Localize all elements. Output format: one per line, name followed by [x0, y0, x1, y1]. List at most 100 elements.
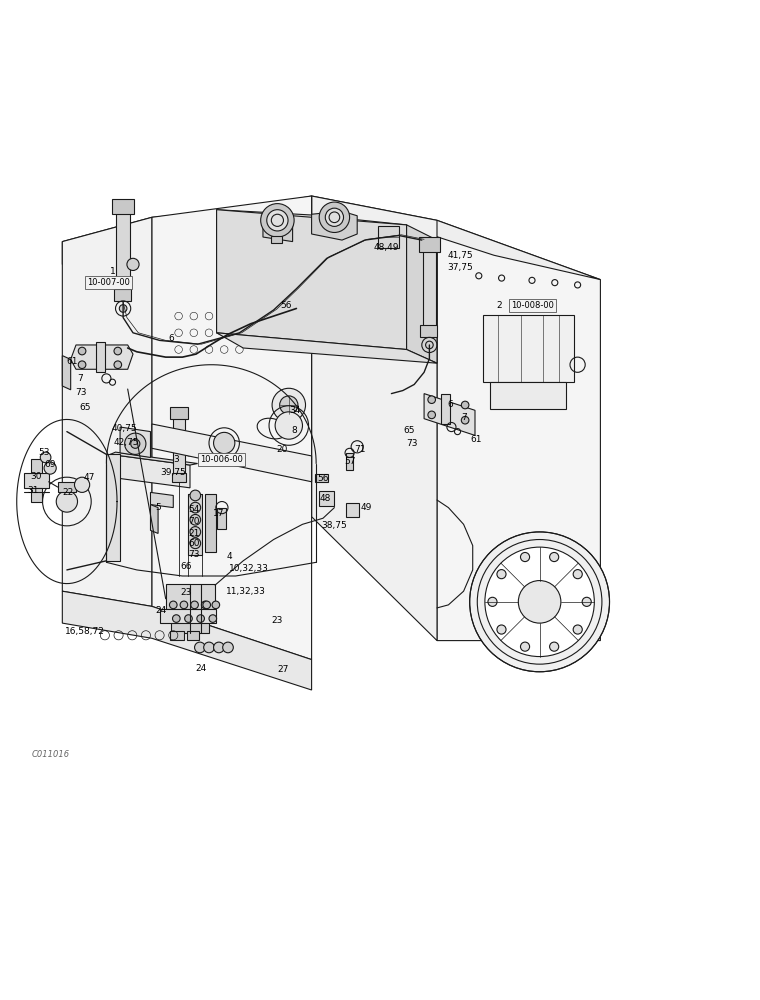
Circle shape — [426, 341, 433, 349]
Text: 7: 7 — [461, 413, 467, 422]
Circle shape — [214, 432, 235, 454]
Bar — [167, 609, 213, 622]
Polygon shape — [437, 220, 600, 641]
Text: 73: 73 — [406, 439, 418, 448]
Circle shape — [497, 570, 506, 579]
Text: 23: 23 — [181, 588, 192, 597]
Circle shape — [428, 411, 435, 419]
Polygon shape — [110, 452, 198, 465]
Circle shape — [485, 547, 594, 657]
Text: 37,75: 37,75 — [448, 263, 473, 272]
Text: 66: 66 — [180, 562, 192, 571]
Text: 27: 27 — [278, 665, 289, 674]
Circle shape — [488, 597, 497, 606]
Bar — [31, 459, 42, 473]
Bar — [420, 325, 437, 337]
Text: 20: 20 — [277, 445, 287, 454]
Circle shape — [214, 642, 224, 653]
Polygon shape — [62, 591, 312, 690]
Polygon shape — [312, 196, 600, 280]
Bar — [166, 584, 215, 611]
Text: 42,75: 42,75 — [113, 438, 139, 447]
Text: 4: 4 — [226, 552, 233, 561]
Circle shape — [277, 451, 288, 461]
Circle shape — [185, 615, 192, 622]
Polygon shape — [312, 196, 437, 641]
Text: 65: 65 — [79, 403, 91, 412]
Polygon shape — [217, 210, 407, 350]
Circle shape — [203, 601, 211, 609]
Polygon shape — [62, 356, 71, 390]
Text: 73: 73 — [75, 388, 87, 397]
Circle shape — [190, 502, 201, 513]
Circle shape — [521, 552, 530, 562]
Bar — [170, 631, 184, 640]
Circle shape — [78, 347, 86, 355]
Circle shape — [212, 601, 220, 609]
Text: 49: 49 — [361, 503, 372, 512]
Polygon shape — [62, 196, 312, 264]
Text: 65: 65 — [403, 426, 415, 435]
Text: 2: 2 — [496, 301, 502, 310]
Text: 56: 56 — [280, 301, 292, 310]
Circle shape — [521, 642, 530, 651]
Circle shape — [518, 581, 561, 623]
Circle shape — [44, 462, 56, 474]
Text: 16,58,72: 16,58,72 — [65, 627, 105, 636]
Text: 73: 73 — [188, 550, 200, 559]
Circle shape — [573, 570, 582, 579]
Circle shape — [114, 347, 122, 355]
Text: 61: 61 — [66, 357, 78, 366]
Bar — [483, 315, 574, 382]
Text: 10,32,33: 10,32,33 — [230, 564, 269, 573]
Text: 38,75: 38,75 — [321, 521, 347, 530]
Circle shape — [549, 552, 559, 562]
Circle shape — [201, 601, 209, 609]
Circle shape — [461, 401, 469, 409]
Circle shape — [190, 490, 201, 501]
Circle shape — [497, 625, 506, 634]
Text: 54: 54 — [188, 505, 199, 514]
Bar — [96, 342, 105, 372]
Circle shape — [209, 615, 217, 622]
Bar — [114, 289, 131, 301]
Bar — [187, 631, 199, 640]
Circle shape — [119, 305, 127, 312]
Circle shape — [461, 416, 469, 424]
Circle shape — [280, 396, 298, 414]
Circle shape — [56, 491, 78, 512]
Circle shape — [190, 514, 201, 525]
Bar — [423, 249, 436, 333]
Text: 39,75: 39,75 — [160, 468, 186, 477]
Bar — [112, 199, 134, 214]
Circle shape — [197, 615, 204, 622]
Bar — [346, 503, 359, 517]
Polygon shape — [217, 333, 437, 363]
Text: 31: 31 — [27, 486, 39, 495]
Text: 10-008-00: 10-008-00 — [511, 301, 553, 310]
Polygon shape — [217, 210, 243, 344]
Circle shape — [190, 527, 201, 537]
Text: 1: 1 — [109, 267, 116, 276]
Text: 24: 24 — [196, 664, 207, 673]
Text: 34: 34 — [290, 406, 300, 415]
Circle shape — [428, 396, 435, 403]
Text: 10-006-00: 10-006-00 — [200, 455, 242, 464]
Text: 3: 3 — [173, 455, 179, 464]
Text: 22: 22 — [63, 488, 74, 497]
Circle shape — [125, 433, 146, 454]
Polygon shape — [110, 454, 190, 488]
Bar — [171, 621, 209, 633]
Text: 70: 70 — [188, 517, 200, 526]
Text: 56: 56 — [317, 474, 329, 483]
Circle shape — [114, 361, 122, 369]
Text: 48,49: 48,49 — [373, 243, 399, 252]
Bar — [188, 494, 202, 555]
Bar — [173, 416, 185, 477]
Polygon shape — [62, 217, 152, 606]
Text: 8: 8 — [291, 426, 297, 435]
Bar — [346, 453, 353, 470]
Circle shape — [582, 597, 591, 606]
Circle shape — [74, 477, 90, 492]
Text: 24: 24 — [156, 606, 166, 615]
